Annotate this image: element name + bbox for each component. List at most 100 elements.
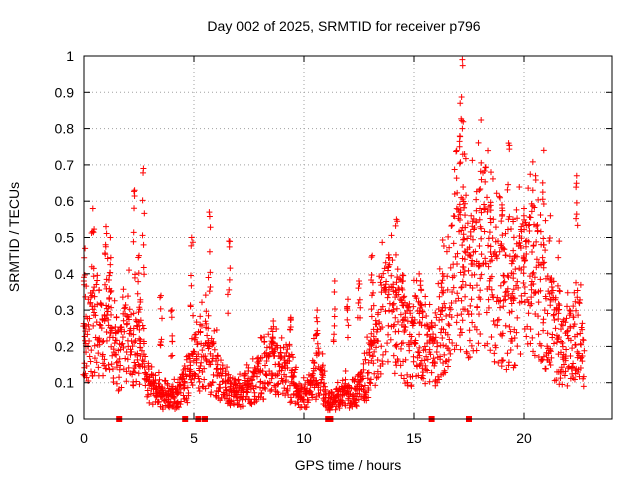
data-point [103,337,110,344]
data-point [539,179,546,186]
data-point [106,269,113,276]
data-point [534,227,541,234]
data-point [379,351,386,358]
data-point [475,260,482,267]
data-point [379,324,386,331]
data-point [468,296,475,303]
data-point [110,379,117,386]
x-axis-label: GPS time / hours [294,457,402,473]
chart-title: Day 002 of 2025, SRMTID for receiver p79… [207,18,481,34]
data-point [565,365,572,372]
data-point [493,255,500,262]
data-point [576,299,583,306]
data-point [133,378,140,385]
data-point [357,314,364,321]
data-point [121,305,128,312]
data-point [577,365,584,372]
data-point [122,355,129,362]
data-point [404,379,411,386]
data-point [518,266,525,273]
data-point [199,347,206,354]
data-point [365,369,372,376]
data-point [541,259,548,266]
data-point [136,326,143,333]
data-point [528,208,535,215]
data-point [197,313,204,320]
data-point [570,303,577,310]
data-point [202,385,209,392]
data-point [552,325,559,332]
data-point [483,309,490,316]
data-point [211,346,218,353]
data-point [497,194,504,201]
data-point [421,357,428,364]
data-point [319,350,326,357]
data-point [426,349,433,356]
data-point [321,368,328,375]
data-point [105,316,112,323]
data-point [142,353,149,360]
data-point [107,288,114,295]
data-point [136,252,142,259]
data-point [271,382,278,389]
data-point [556,288,563,295]
data-point [428,369,435,376]
data-point [173,400,180,407]
data-point [530,348,537,355]
data-point [460,264,467,271]
data-point [573,180,580,187]
data-point [459,317,466,324]
data-point [86,326,93,333]
data-point [441,351,448,358]
data-point [406,300,413,307]
data-point [529,249,536,256]
data-point [385,251,392,258]
data-point [202,292,209,299]
data-point [83,374,90,381]
data-point [544,330,551,337]
data-point [443,343,450,350]
x-tick-label: 15 [406,430,422,446]
data-point [525,310,532,317]
data-point [469,223,476,230]
data-point [563,315,570,322]
data-point [147,391,154,398]
data-point [96,321,103,328]
data-point [392,287,399,294]
data-point [380,270,387,277]
data-point [287,314,294,321]
data-point [201,376,208,383]
data-point [518,298,525,305]
data-point [113,351,120,358]
data-point [473,326,480,333]
data-point [119,294,126,301]
data-point [130,310,137,317]
data-point [164,381,171,388]
data-point [532,289,539,296]
data-point [206,248,213,255]
data-point [123,368,130,375]
data-point [269,348,276,355]
data-point [367,380,374,387]
data-point [572,298,579,305]
data-point [361,395,368,402]
data-point [113,314,120,321]
data-point [107,254,114,261]
data-point [205,312,212,319]
data-point [520,212,527,219]
data-point [331,278,338,285]
data-point [326,406,333,413]
data-point [404,382,411,389]
data-point [522,219,529,226]
data-point [428,323,435,330]
data-point [130,238,137,245]
data-point [454,250,461,257]
data-point [109,325,116,332]
data-point [521,205,527,212]
data-point [331,313,338,320]
data-point [99,351,106,358]
data-point [330,338,337,345]
data-point [360,360,367,367]
data-point [265,353,272,360]
data-point [478,235,485,242]
